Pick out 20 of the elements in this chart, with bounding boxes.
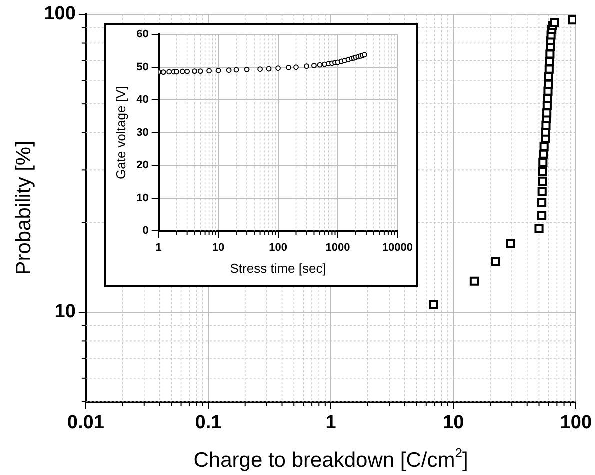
x-tick-label: 0.01	[67, 412, 105, 434]
y-axis-title: Gate voltage [V]	[113, 86, 128, 180]
x-tick-label: 1	[156, 242, 162, 254]
y-tick-label: 20	[136, 160, 149, 172]
y-tick-label: 0	[142, 225, 149, 238]
x-tick-label: 10	[443, 412, 464, 434]
y-tick-label: 40	[136, 94, 149, 106]
x-tick-label: 0.1	[195, 412, 222, 434]
x-axis-title: Stress time [sec]	[230, 260, 326, 276]
x-tick-label: 1	[326, 412, 337, 434]
x-tick-label: 10000	[382, 242, 414, 254]
y-tick-label: 60	[136, 28, 149, 41]
x-tick-label: 1000	[326, 242, 350, 254]
y-tick-label: 30	[136, 126, 149, 139]
x-tick-label: 10	[212, 242, 225, 254]
y-tick-label: 10	[136, 192, 149, 204]
x-tick-label: 100	[269, 242, 288, 254]
x-tick-label: 100	[560, 412, 592, 434]
y-axis-title: Probability [%]	[12, 141, 36, 276]
y-tick-label: 50	[136, 61, 149, 74]
